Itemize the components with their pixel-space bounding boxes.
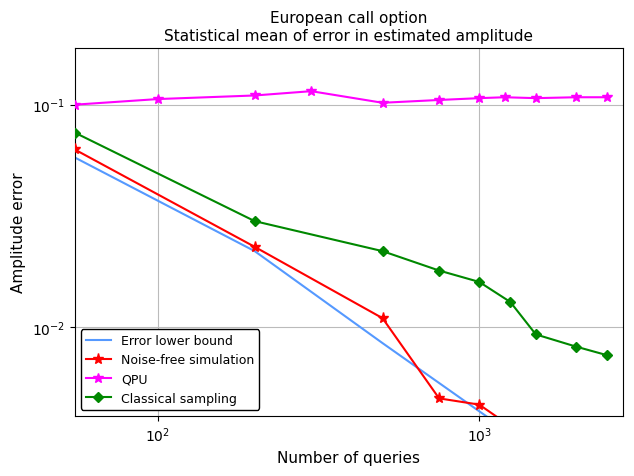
Classical sampling [476, 279, 483, 285]
Classical sampling [507, 299, 514, 305]
QPU [436, 98, 443, 104]
Classical sampling [572, 344, 579, 350]
QPU [154, 97, 162, 103]
QPU [604, 95, 611, 101]
Error lower bound [378, 340, 386, 346]
QPU [532, 96, 540, 102]
Classical sampling [532, 332, 540, 337]
Classical sampling [251, 219, 259, 225]
Error lower bound [71, 155, 79, 161]
Line: QPU: QPU [70, 87, 612, 110]
Legend: Error lower bound, Noise-free simulation, QPU, Classical sampling: Error lower bound, Noise-free simulation… [81, 329, 259, 410]
Noise-free simulation [378, 316, 386, 321]
Line: Classical sampling: Classical sampling [71, 130, 611, 359]
QPU [307, 89, 315, 95]
QPU [71, 103, 79, 109]
Noise-free simulation [436, 396, 443, 401]
Title: European call option
Statistical mean of error in estimated amplitude: European call option Statistical mean of… [164, 11, 533, 43]
Noise-free simulation [532, 441, 540, 447]
QPU [378, 101, 386, 107]
Classical sampling [378, 249, 386, 255]
Line: Error lower bound: Error lower bound [75, 158, 607, 476]
Error lower bound [251, 249, 259, 255]
Noise-free simulation [476, 402, 483, 407]
X-axis label: Number of queries: Number of queries [277, 450, 420, 465]
QPU [476, 96, 483, 102]
Error lower bound [532, 448, 540, 454]
QPU [572, 95, 579, 101]
Y-axis label: Amplitude error: Amplitude error [11, 172, 26, 293]
Noise-free simulation [604, 432, 611, 437]
Error lower bound [476, 408, 483, 414]
QPU [251, 93, 259, 99]
QPU [501, 95, 508, 101]
Classical sampling [436, 268, 443, 274]
Noise-free simulation [71, 147, 79, 153]
Line: Noise-free simulation: Noise-free simulation [69, 145, 612, 449]
Classical sampling [604, 353, 611, 358]
Noise-free simulation [251, 245, 259, 250]
Classical sampling [71, 130, 79, 136]
